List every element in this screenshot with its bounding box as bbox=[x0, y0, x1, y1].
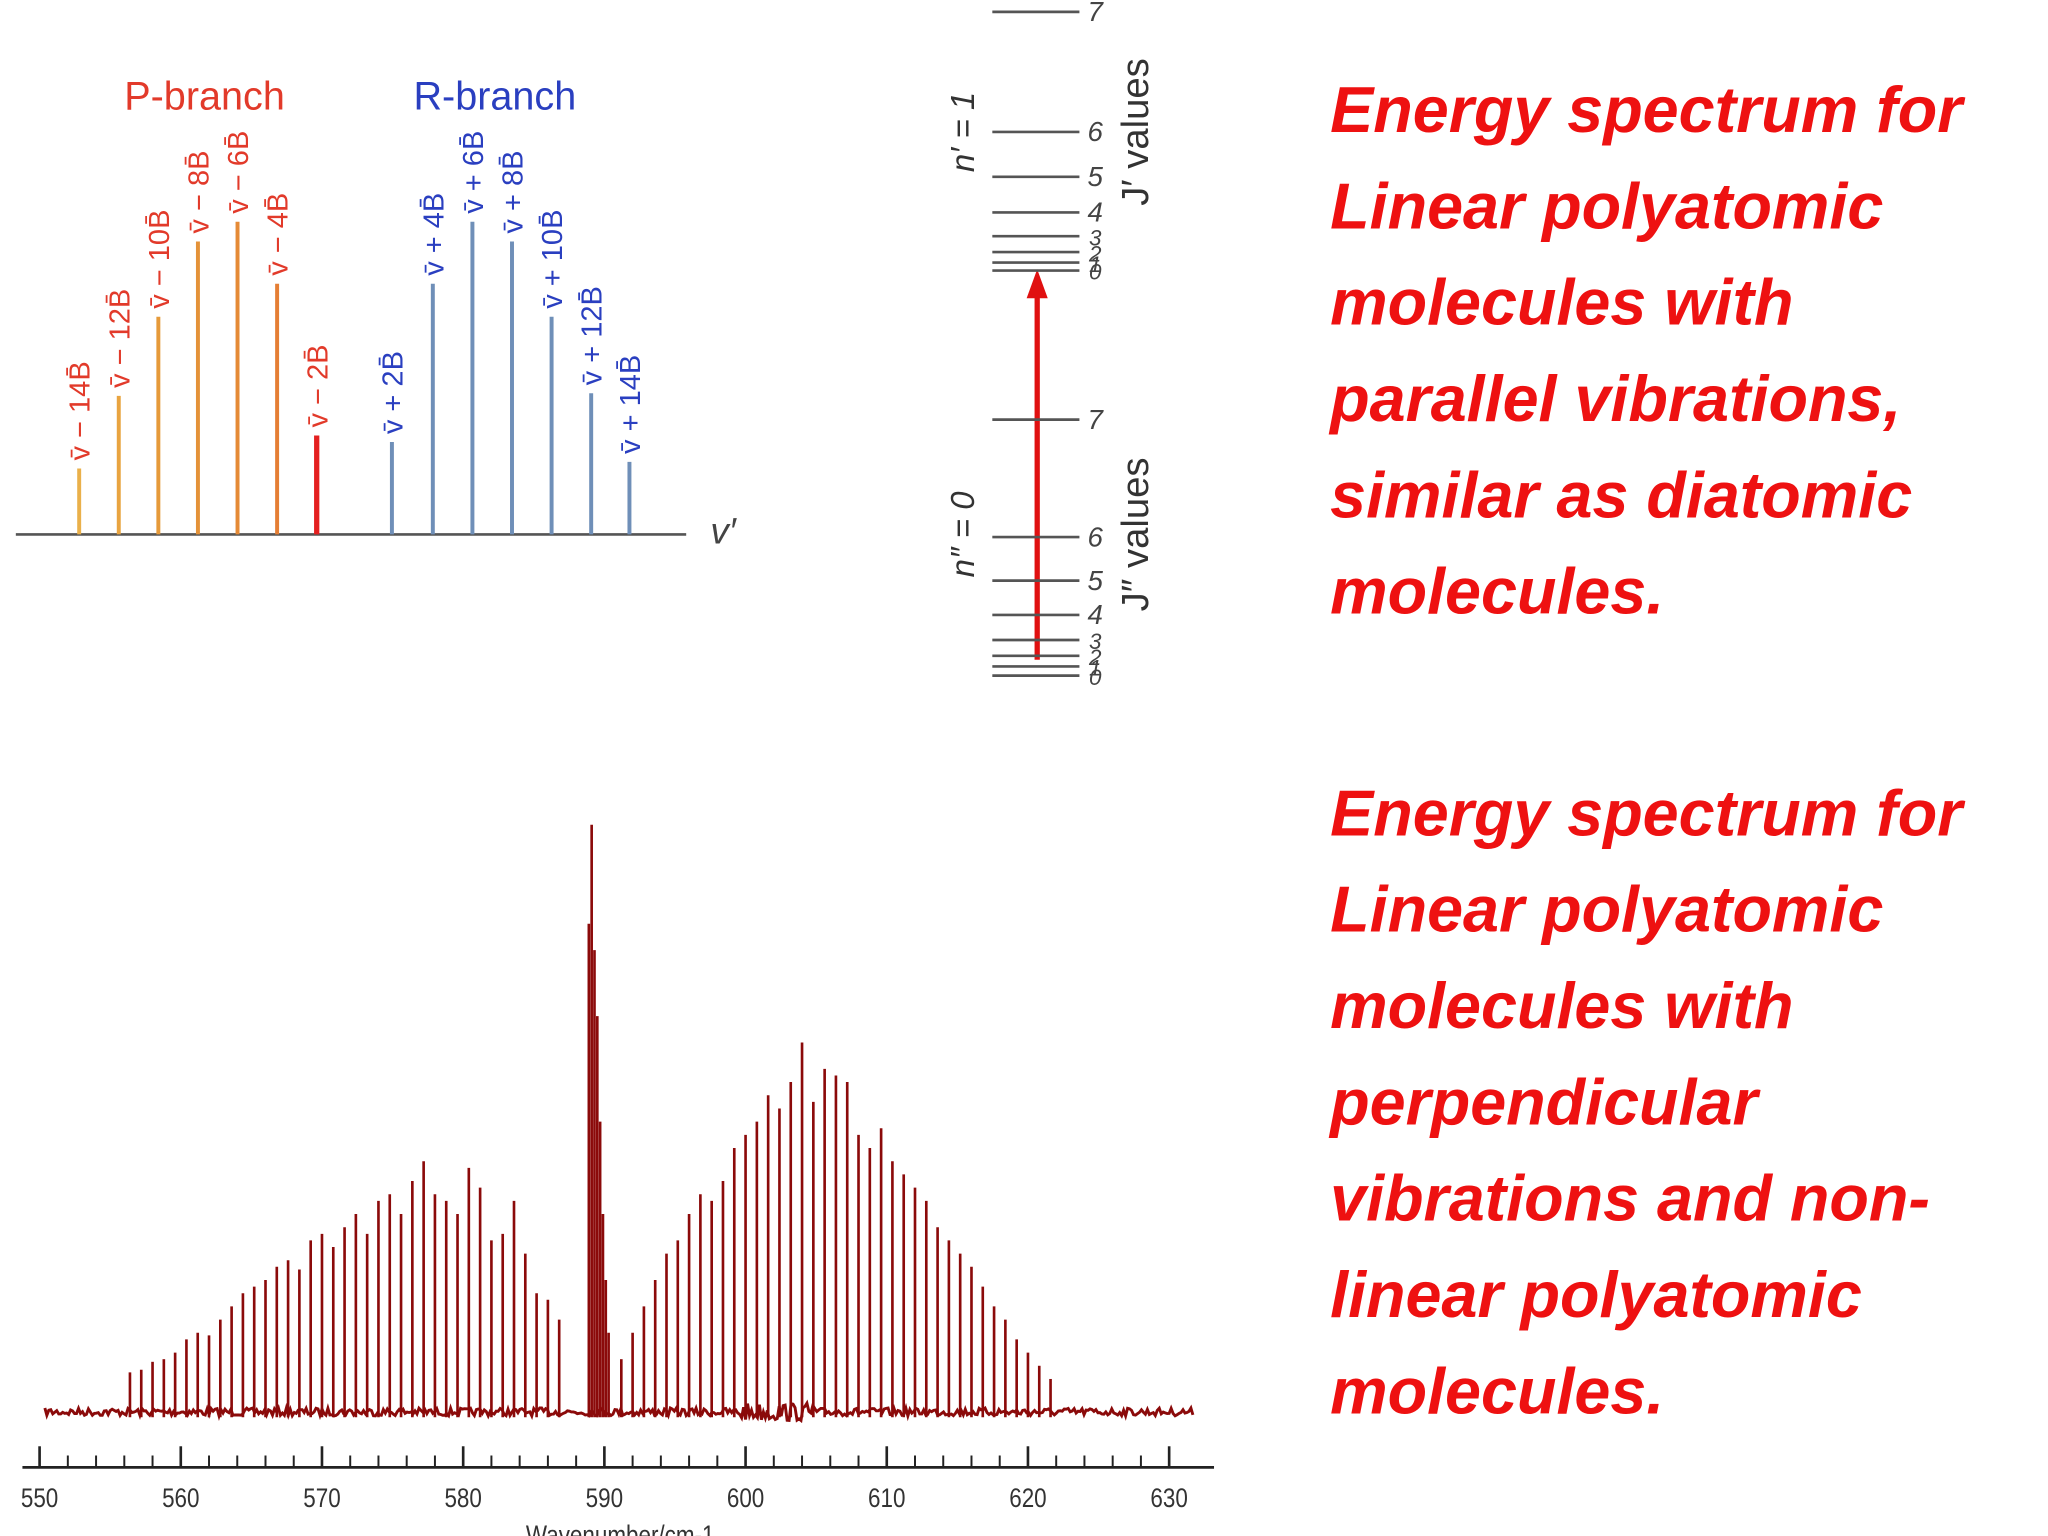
diagram-axis-label: v′ bbox=[710, 511, 736, 552]
x-tick-label: 560 bbox=[162, 1484, 199, 1513]
n-label: n″ = 0 bbox=[944, 491, 981, 578]
body-text-line: molecules with bbox=[1330, 969, 1793, 1042]
body-text-line: Energy spectrum for bbox=[1330, 776, 1966, 849]
level-label: 2 bbox=[1088, 241, 1102, 266]
x-tick-label: 620 bbox=[1009, 1484, 1046, 1513]
body-text-line: molecules. bbox=[1330, 1354, 1664, 1427]
n-label: n′ = 1 bbox=[944, 92, 981, 172]
x-axis-label: Wavenumber/cm-1 bbox=[526, 1521, 715, 1536]
level-label: 4 bbox=[1088, 197, 1103, 228]
branch-line-label: v̄ + 10B̄ bbox=[537, 210, 569, 309]
branch-line-label: v̄ − 14B̄ bbox=[65, 361, 97, 460]
branch-line-label: v̄ − 12B̄ bbox=[104, 289, 136, 388]
x-tick-label: 570 bbox=[303, 1484, 340, 1513]
branch-line-label: v̄ + 4B̄ bbox=[418, 193, 450, 276]
j-label: J′ values bbox=[1114, 58, 1157, 206]
branch-line-label: v̄ + 2B̄ bbox=[377, 351, 409, 434]
r-branch-title: R-branch bbox=[413, 75, 576, 119]
level-label: 7 bbox=[1088, 404, 1105, 435]
level-label: 1 bbox=[1089, 252, 1101, 277]
level-label: 6 bbox=[1088, 116, 1104, 147]
body-text-line: vibrations and non- bbox=[1330, 1162, 1930, 1235]
level-label: 0 bbox=[1089, 665, 1102, 690]
x-tick-label: 600 bbox=[727, 1484, 764, 1513]
baseline-noise bbox=[43, 1399, 1195, 1424]
level-label: 7 bbox=[1088, 0, 1105, 27]
branch-line-label: v̄ + 8B̄ bbox=[498, 150, 530, 233]
level-label: 4 bbox=[1088, 599, 1103, 630]
x-tick-label: 610 bbox=[868, 1484, 905, 1513]
body-text-line: molecules. bbox=[1330, 555, 1664, 628]
body-text-line: parallel vibrations, bbox=[1328, 362, 1901, 435]
body-text-line: linear polyatomic bbox=[1330, 1258, 1862, 1331]
branch-line-label: v̄ − 4B̄ bbox=[263, 193, 295, 276]
body-text-line: Energy spectrum for bbox=[1330, 73, 1966, 146]
body-text-line: similar as diatomic bbox=[1330, 458, 1912, 531]
branch-line-label: v̄ − 6B̄ bbox=[223, 131, 255, 214]
branch-line-label: v̄ − 2B̄ bbox=[302, 344, 334, 427]
p-branch-title: P-branch bbox=[124, 75, 285, 119]
level-label: 1 bbox=[1089, 656, 1101, 681]
body-text-line: Linear polyatomic bbox=[1330, 169, 1883, 242]
body-text-line: molecules with bbox=[1330, 266, 1793, 339]
x-tick-label: 550 bbox=[21, 1484, 58, 1513]
body-text-line: Linear polyatomic bbox=[1330, 873, 1883, 946]
level-label: 3 bbox=[1089, 225, 1102, 250]
arrow-head bbox=[1026, 269, 1048, 299]
j-label: J″ values bbox=[1114, 458, 1157, 612]
x-tick-label: 630 bbox=[1150, 1484, 1187, 1513]
branch-line-label: v̄ + 14B̄ bbox=[615, 355, 647, 454]
branch-line-label: v̄ − 8B̄ bbox=[183, 150, 215, 233]
x-tick-label: 580 bbox=[444, 1484, 481, 1513]
x-tick-label: 590 bbox=[586, 1484, 623, 1513]
level-label: 2 bbox=[1088, 645, 1102, 670]
level-label: 3 bbox=[1089, 629, 1102, 654]
level-label: 6 bbox=[1088, 521, 1104, 552]
body-text-line: perpendicular bbox=[1328, 1065, 1761, 1138]
branch-line-label: v̄ − 10B̄ bbox=[144, 210, 176, 309]
branch-line-label: v̄ + 12B̄ bbox=[577, 286, 609, 385]
branch-line-label: v̄ + 6B̄ bbox=[458, 131, 490, 214]
level-label: 5 bbox=[1088, 161, 1104, 192]
level-label: 0 bbox=[1089, 260, 1102, 285]
level-label: 5 bbox=[1088, 565, 1104, 596]
